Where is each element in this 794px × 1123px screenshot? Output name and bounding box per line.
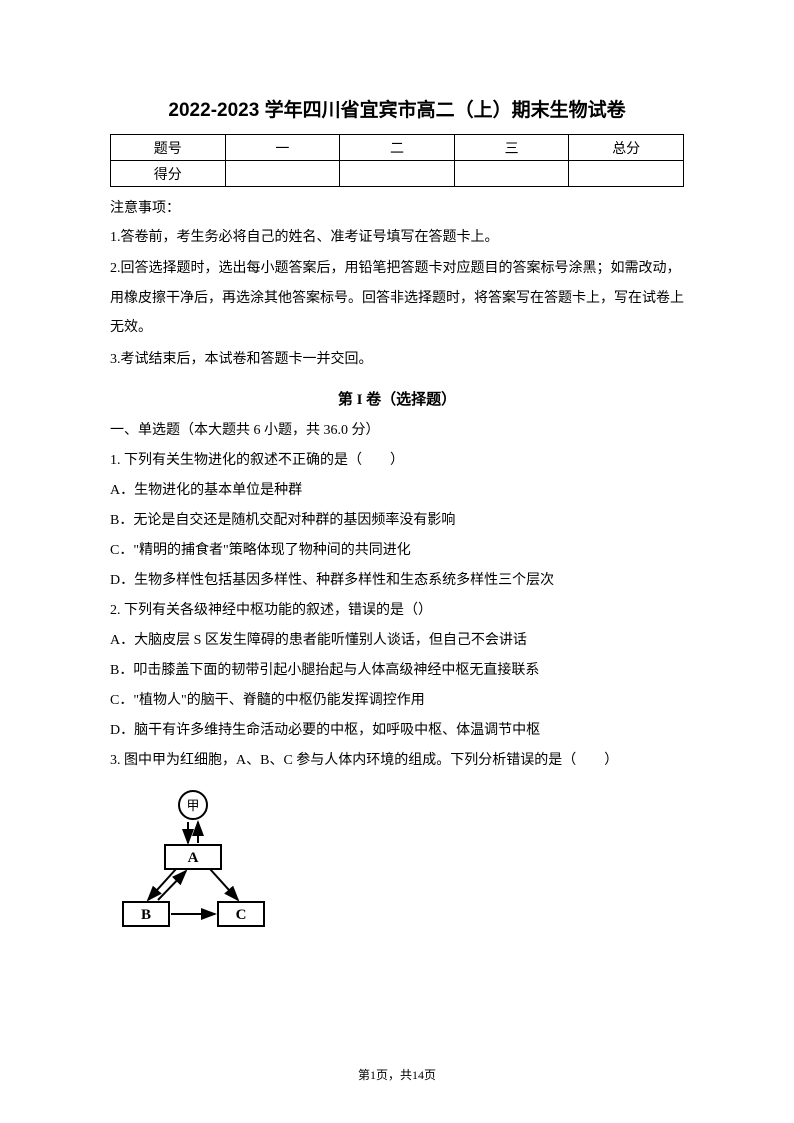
cell-rowlabel-2: 得分 <box>111 161 226 187</box>
question-intro: 一、单选题（本大题共 6 小题，共 36.0 分） <box>110 419 684 439</box>
q1-opt-c: C．"精明的捕食者"策略体现了物种间的共同进化 <box>110 537 684 565</box>
score-table: 题号 一 二 三 总分 得分 <box>110 134 684 187</box>
q1-opt-a: A．生物进化的基本单位是种群 <box>110 477 684 505</box>
q2-opt-d: D．脑干有许多维持生命活动必要的中枢，如呼吸中枢、体温调节中枢 <box>110 717 684 745</box>
q2-opt-a: A．大脑皮层 S 区发生障碍的患者能听懂别人谈话，但自己不会讲话 <box>110 627 684 655</box>
page-footer: 第1页，共14页 <box>0 1066 794 1083</box>
cell-col-3: 三 <box>454 135 569 161</box>
notice-item-2: 2.回答选择题时，选出每小题答案后，用铅笔把答题卡对应题目的答案标号涂黑；如需改… <box>110 254 684 342</box>
cell-empty <box>225 161 340 187</box>
cell-rowlabel-1: 题号 <box>111 135 226 161</box>
section-header: 第 I 卷（选择题） <box>110 388 684 409</box>
notice-item-1: 1.答卷前，考生务必将自己的姓名、准考证号填写在答题卡上。 <box>110 223 684 252</box>
cell-empty <box>569 161 684 187</box>
q1-stem: 1. 下列有关生物进化的叙述不正确的是（ ） <box>110 447 684 475</box>
cell-col-2: 二 <box>340 135 455 161</box>
q2-opt-c: C．"植物人"的脑干、脊髓的中枢仍能发挥调控作用 <box>110 687 684 715</box>
page-title: 2022-2023 学年四川省宜宾市高二（上）期末生物试卷 <box>110 95 684 122</box>
node-top-label: 甲 <box>186 798 199 813</box>
q2-opt-b: B．叩击膝盖下面的韧带引起小腿抬起与人体高级神经中枢无直接联系 <box>110 657 684 685</box>
cell-col-4: 总分 <box>569 135 684 161</box>
cell-empty <box>454 161 569 187</box>
table-row: 得分 <box>111 161 684 187</box>
notice-item-3: 3.考试结束后，本试卷和答题卡一并交回。 <box>110 345 684 374</box>
node-b-label: B <box>141 907 151 923</box>
q3-stem: 3. 图中甲为红细胞，A、B、C 参与人体内环境的组成。下列分析错误的是（ ） <box>110 747 684 775</box>
edge-a-to-c <box>210 869 238 900</box>
q3-diagram: 甲 A B C <box>118 787 684 937</box>
table-row: 题号 一 二 三 总分 <box>111 135 684 161</box>
q1-opt-b: B．无论是自交还是随机交配对种群的基因频率没有影响 <box>110 507 684 535</box>
q1-opt-d: D．生物多样性包括基因多样性、种群多样性和生态系统多样性三个层次 <box>110 567 684 595</box>
notice-header: 注意事项： <box>110 197 684 217</box>
cell-col-1: 一 <box>225 135 340 161</box>
node-a-label: A <box>188 850 199 866</box>
q2-stem: 2. 下列有关各级神经中枢功能的叙述，错误的是（） <box>110 597 684 625</box>
flowchart-svg: 甲 A B C <box>118 787 283 932</box>
cell-empty <box>340 161 455 187</box>
node-c-label: C <box>236 907 247 923</box>
